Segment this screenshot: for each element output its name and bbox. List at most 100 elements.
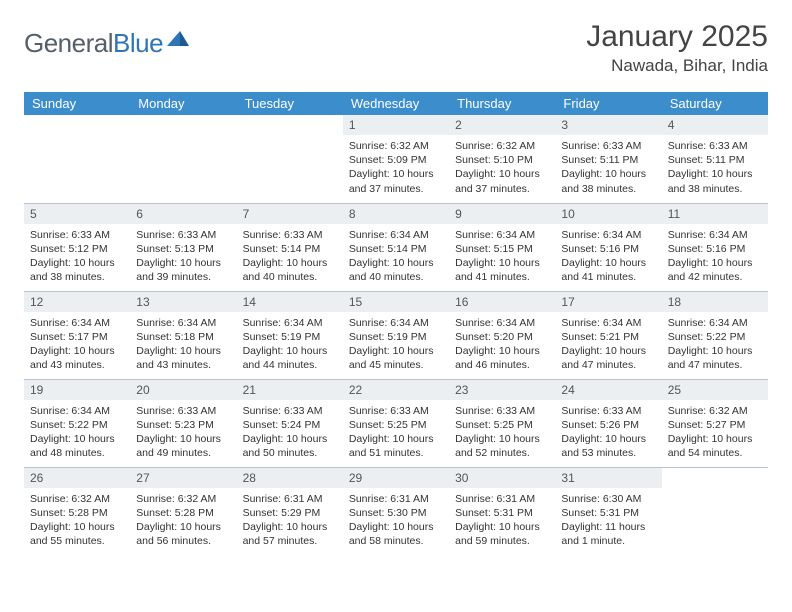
calendar-cell: 29Sunrise: 6:31 AMSunset: 5:30 PMDayligh… [343,467,449,555]
day-content: Sunrise: 6:34 AMSunset: 5:16 PMDaylight:… [555,224,661,291]
day-line: Sunset: 5:14 PM [349,242,443,256]
day-line: Sunset: 5:18 PM [136,330,230,344]
day-line: Sunset: 5:28 PM [30,506,124,520]
day-line: Sunrise: 6:34 AM [561,316,655,330]
day-number: 1 [343,115,449,135]
day-number: 3 [555,115,661,135]
day-line: Daylight: 10 hours [349,167,443,181]
day-line: and 43 minutes. [136,358,230,372]
day-line: Sunset: 5:10 PM [455,153,549,167]
day-line: Daylight: 10 hours [30,520,124,534]
brand-word-a: General [24,28,113,58]
day-line: and 47 minutes. [561,358,655,372]
day-number: 8 [343,204,449,224]
weekday-header-row: Sunday Monday Tuesday Wednesday Thursday… [24,92,768,115]
day-number: 16 [449,292,555,312]
calendar-cell: 3Sunrise: 6:33 AMSunset: 5:11 PMDaylight… [555,115,661,203]
calendar-cell: 15Sunrise: 6:34 AMSunset: 5:19 PMDayligh… [343,291,449,379]
calendar-cell: 26Sunrise: 6:32 AMSunset: 5:28 PMDayligh… [24,467,130,555]
day-line: Sunset: 5:17 PM [30,330,124,344]
weekday-header: Friday [555,92,661,115]
day-number: 21 [237,380,343,400]
calendar-cell: 21Sunrise: 6:33 AMSunset: 5:24 PMDayligh… [237,379,343,467]
day-line: and 58 minutes. [349,534,443,548]
calendar-cell: 11Sunrise: 6:34 AMSunset: 5:16 PMDayligh… [662,203,768,291]
day-line: Daylight: 10 hours [243,520,337,534]
page-header: GeneralBlue January 2025 Nawada, Bihar, … [24,20,768,76]
day-line: Sunrise: 6:34 AM [561,228,655,242]
triangle-icon [167,29,189,52]
day-line: Daylight: 10 hours [349,344,443,358]
day-line: Daylight: 10 hours [30,344,124,358]
day-line: Sunset: 5:26 PM [561,418,655,432]
day-line: Daylight: 10 hours [30,432,124,446]
day-line: and 1 minute. [561,534,655,548]
weekday-header: Thursday [449,92,555,115]
day-line: Daylight: 10 hours [455,520,549,534]
calendar-row: 1Sunrise: 6:32 AMSunset: 5:09 PMDaylight… [24,115,768,203]
day-line: Sunrise: 6:32 AM [30,492,124,506]
day-content: Sunrise: 6:33 AMSunset: 5:12 PMDaylight:… [24,224,130,291]
day-line: Sunrise: 6:34 AM [30,316,124,330]
day-line: and 47 minutes. [668,358,762,372]
calendar-row: 19Sunrise: 6:34 AMSunset: 5:22 PMDayligh… [24,379,768,467]
day-content: Sunrise: 6:32 AMSunset: 5:28 PMDaylight:… [24,488,130,555]
calendar-cell: 20Sunrise: 6:33 AMSunset: 5:23 PMDayligh… [130,379,236,467]
day-line: Daylight: 10 hours [136,520,230,534]
day-line: and 42 minutes. [668,270,762,284]
day-content: Sunrise: 6:33 AMSunset: 5:25 PMDaylight:… [343,400,449,467]
day-line: and 38 minutes. [30,270,124,284]
day-line: Sunset: 5:29 PM [243,506,337,520]
weekday-header: Sunday [24,92,130,115]
day-line: Sunrise: 6:34 AM [243,316,337,330]
day-number: 22 [343,380,449,400]
brand-name: GeneralBlue [24,28,163,59]
day-line: Daylight: 10 hours [668,344,762,358]
calendar-cell: 19Sunrise: 6:34 AMSunset: 5:22 PMDayligh… [24,379,130,467]
day-number: 12 [24,292,130,312]
calendar-row: 12Sunrise: 6:34 AMSunset: 5:17 PMDayligh… [24,291,768,379]
day-line: and 46 minutes. [455,358,549,372]
day-number: 29 [343,468,449,488]
day-line: Daylight: 10 hours [455,432,549,446]
calendar-cell [662,467,768,555]
day-line: Daylight: 10 hours [668,256,762,270]
day-content: Sunrise: 6:33 AMSunset: 5:11 PMDaylight:… [555,135,661,202]
day-line: Daylight: 10 hours [349,432,443,446]
calendar-cell [24,115,130,203]
day-number: 5 [24,204,130,224]
calendar-cell: 4Sunrise: 6:33 AMSunset: 5:11 PMDaylight… [662,115,768,203]
calendar-row: 5Sunrise: 6:33 AMSunset: 5:12 PMDaylight… [24,203,768,291]
calendar-cell: 5Sunrise: 6:33 AMSunset: 5:12 PMDaylight… [24,203,130,291]
day-line: Sunrise: 6:34 AM [668,316,762,330]
day-content: Sunrise: 6:32 AMSunset: 5:27 PMDaylight:… [662,400,768,467]
month-title: January 2025 [586,20,768,54]
day-number: 13 [130,292,236,312]
day-line: Sunrise: 6:33 AM [349,404,443,418]
day-line: Sunset: 5:23 PM [136,418,230,432]
location-subtitle: Nawada, Bihar, India [586,56,768,76]
calendar-row: 26Sunrise: 6:32 AMSunset: 5:28 PMDayligh… [24,467,768,555]
day-line: Sunrise: 6:32 AM [136,492,230,506]
day-content: Sunrise: 6:31 AMSunset: 5:29 PMDaylight:… [237,488,343,555]
day-line: Sunset: 5:19 PM [243,330,337,344]
day-content: Sunrise: 6:32 AMSunset: 5:09 PMDaylight:… [343,135,449,202]
day-content: Sunrise: 6:34 AMSunset: 5:19 PMDaylight:… [237,312,343,379]
day-line: Daylight: 10 hours [136,256,230,270]
day-line: Sunset: 5:11 PM [561,153,655,167]
calendar-cell: 6Sunrise: 6:33 AMSunset: 5:13 PMDaylight… [130,203,236,291]
day-line: Sunset: 5:22 PM [668,330,762,344]
day-line: Daylight: 10 hours [561,256,655,270]
day-line: and 54 minutes. [668,446,762,460]
day-line: and 55 minutes. [30,534,124,548]
day-number: 17 [555,292,661,312]
day-line: Sunrise: 6:33 AM [455,404,549,418]
day-line: Daylight: 10 hours [30,256,124,270]
day-content: Sunrise: 6:33 AMSunset: 5:14 PMDaylight:… [237,224,343,291]
day-content: Sunrise: 6:31 AMSunset: 5:30 PMDaylight:… [343,488,449,555]
calendar-cell: 8Sunrise: 6:34 AMSunset: 5:14 PMDaylight… [343,203,449,291]
day-line: Sunrise: 6:34 AM [349,228,443,242]
day-line: and 38 minutes. [668,182,762,196]
day-line: Sunset: 5:27 PM [668,418,762,432]
calendar-cell [237,115,343,203]
